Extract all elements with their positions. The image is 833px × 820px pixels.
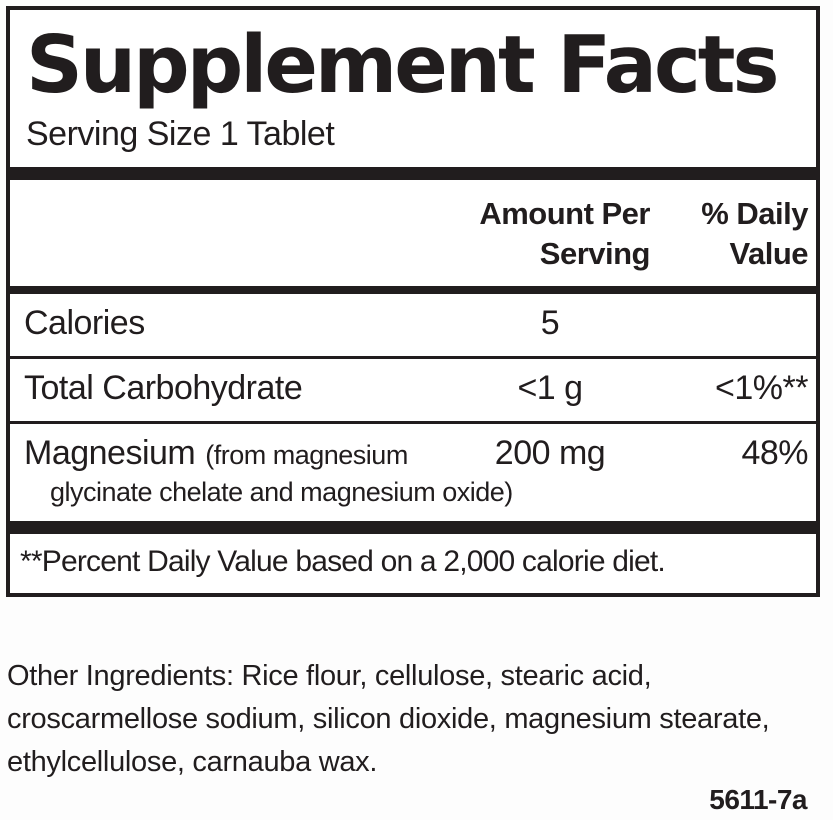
table-row-calories: Calories 5 xyxy=(10,294,816,356)
product-code: 5611-7a xyxy=(709,784,807,815)
column-header-row: Amount Per Serving % Daily Value xyxy=(10,180,816,285)
divider-medium-header xyxy=(10,285,816,294)
dv-header-line2: Value xyxy=(729,236,809,272)
nutrient-amount: 5 xyxy=(540,303,560,342)
table-row-total-carbohydrate: Total Carbohydrate <1 g <1%** xyxy=(10,359,816,421)
nutrient-name: Total Carbohydrate xyxy=(24,368,303,407)
magnesium-source-note-line1: (from magnesium xyxy=(205,439,408,470)
daily-value-header: % Daily Value xyxy=(650,194,808,273)
nutrient-daily-value: 48% xyxy=(741,433,808,472)
nutrient-name: Magnesium (from magnesium xyxy=(24,434,450,473)
magnesium-source-note-line2: glycinate chelate and magnesium oxide) xyxy=(50,476,513,507)
amount-per-serving-header: Amount Per Serving xyxy=(450,194,650,273)
dv-header-line1: % Daily xyxy=(701,196,808,232)
divider-thick-top xyxy=(10,167,816,181)
table-row-magnesium: Magnesium (from magnesium 200 mg 48% glyc… xyxy=(10,424,816,521)
panel-head: Supplement Facts Serving Size 1 Tablet xyxy=(10,10,816,167)
divider-thick-bottom xyxy=(10,520,816,534)
serving-size-text: Serving Size 1 Tablet xyxy=(26,114,335,153)
nutrient-amount: <1 g xyxy=(517,368,583,407)
divider-thin-1 xyxy=(10,355,816,359)
amount-header-line1: Amount Per xyxy=(479,196,650,232)
nutrient-amount: 200 mg xyxy=(494,433,606,472)
nutrient-daily-value: <1%** xyxy=(715,368,808,407)
divider-thin-2 xyxy=(10,420,816,424)
amount-header-line2: Serving xyxy=(539,236,651,272)
nutrient-name: Calories xyxy=(24,303,145,342)
panel-title: Supplement Facts xyxy=(26,19,780,111)
magnesium-label: Magnesium xyxy=(24,433,196,472)
daily-value-footnote: **Percent Daily Value based on a 2,000 c… xyxy=(20,544,666,578)
other-ingredients-text: Other Ingredients: Rice flour, cellulose… xyxy=(7,660,770,778)
supplement-facts-panel: Supplement Facts Serving Size 1 Tablet A… xyxy=(6,6,820,597)
